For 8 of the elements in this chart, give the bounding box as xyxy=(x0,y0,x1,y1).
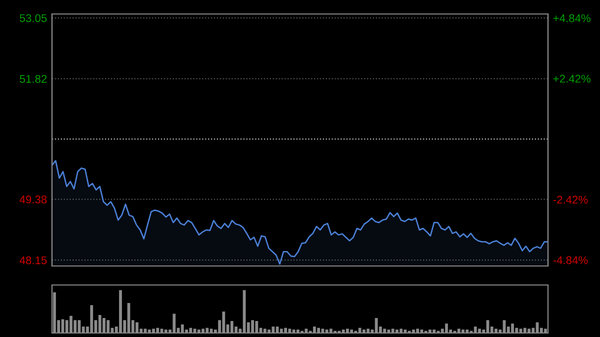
y2-tick-label: -4.84% xyxy=(553,256,588,264)
y-tick-label: 51.82 xyxy=(20,74,47,83)
y2-tick-label: -2.42% xyxy=(553,196,588,204)
y-tick-label: 53.05 xyxy=(20,14,47,22)
y2-tick-label: +2.42% xyxy=(553,74,590,83)
y2-tick-label: +4.84% xyxy=(553,14,590,22)
y-tick-label: 49.38 xyxy=(20,196,47,204)
y-tick-label: 48.15 xyxy=(20,256,47,264)
